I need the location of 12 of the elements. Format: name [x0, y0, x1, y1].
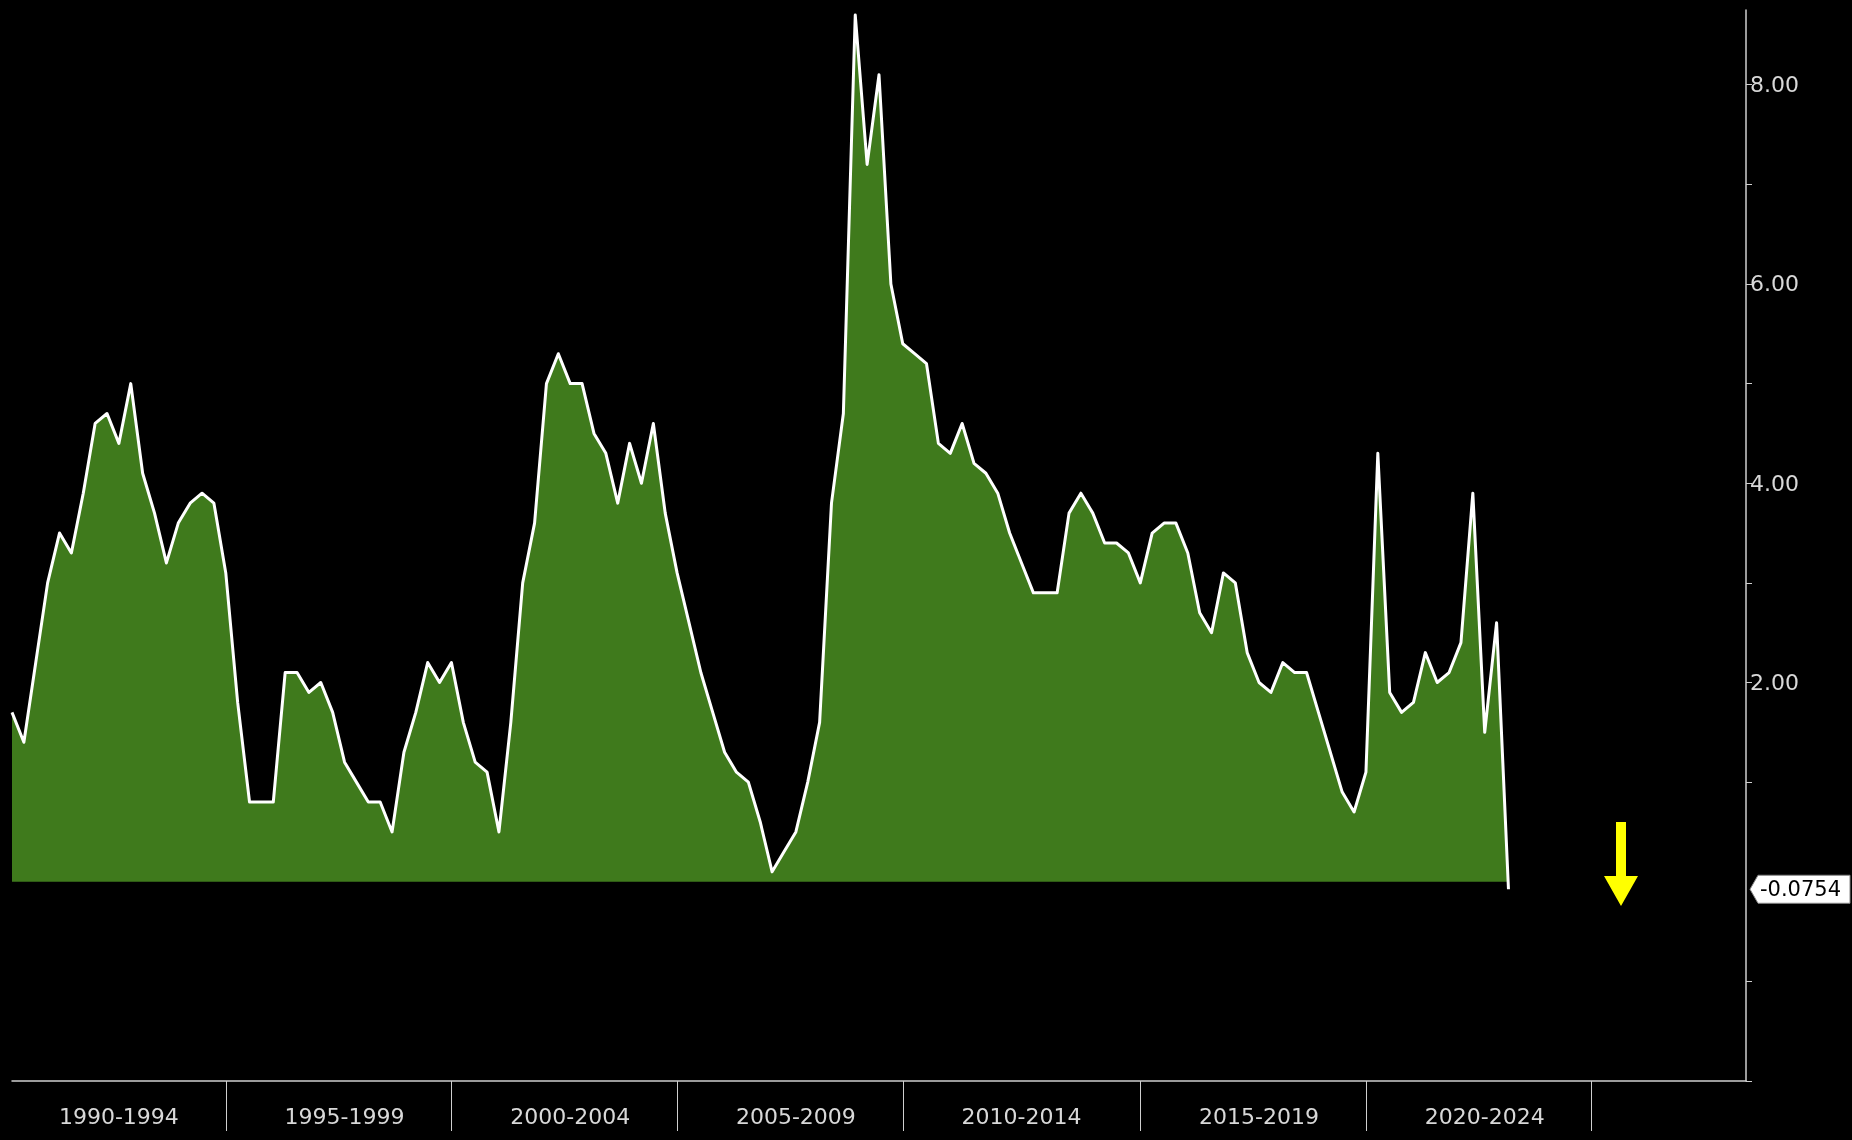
y-tick-label: 2.00	[1750, 669, 1799, 695]
x-tick-label: 1995-1999	[284, 1103, 405, 1129]
x-tick-label: 2000-2004	[510, 1103, 631, 1129]
x-tick-label: 2005-2009	[735, 1103, 856, 1129]
text: -0.0754	[1760, 877, 1842, 902]
x-tick-label: 2015-2019	[1199, 1103, 1320, 1129]
x-tick-label: 2020-2024	[1424, 1103, 1545, 1129]
x-tick-label: 2010-2014	[961, 1103, 1082, 1129]
y-tick-label: 4.00	[1750, 470, 1799, 496]
y-tick-label: 8.00	[1750, 72, 1799, 98]
y-tick-label: 6.00	[1750, 271, 1799, 297]
x-tick-label: 1990-1994	[58, 1103, 179, 1129]
